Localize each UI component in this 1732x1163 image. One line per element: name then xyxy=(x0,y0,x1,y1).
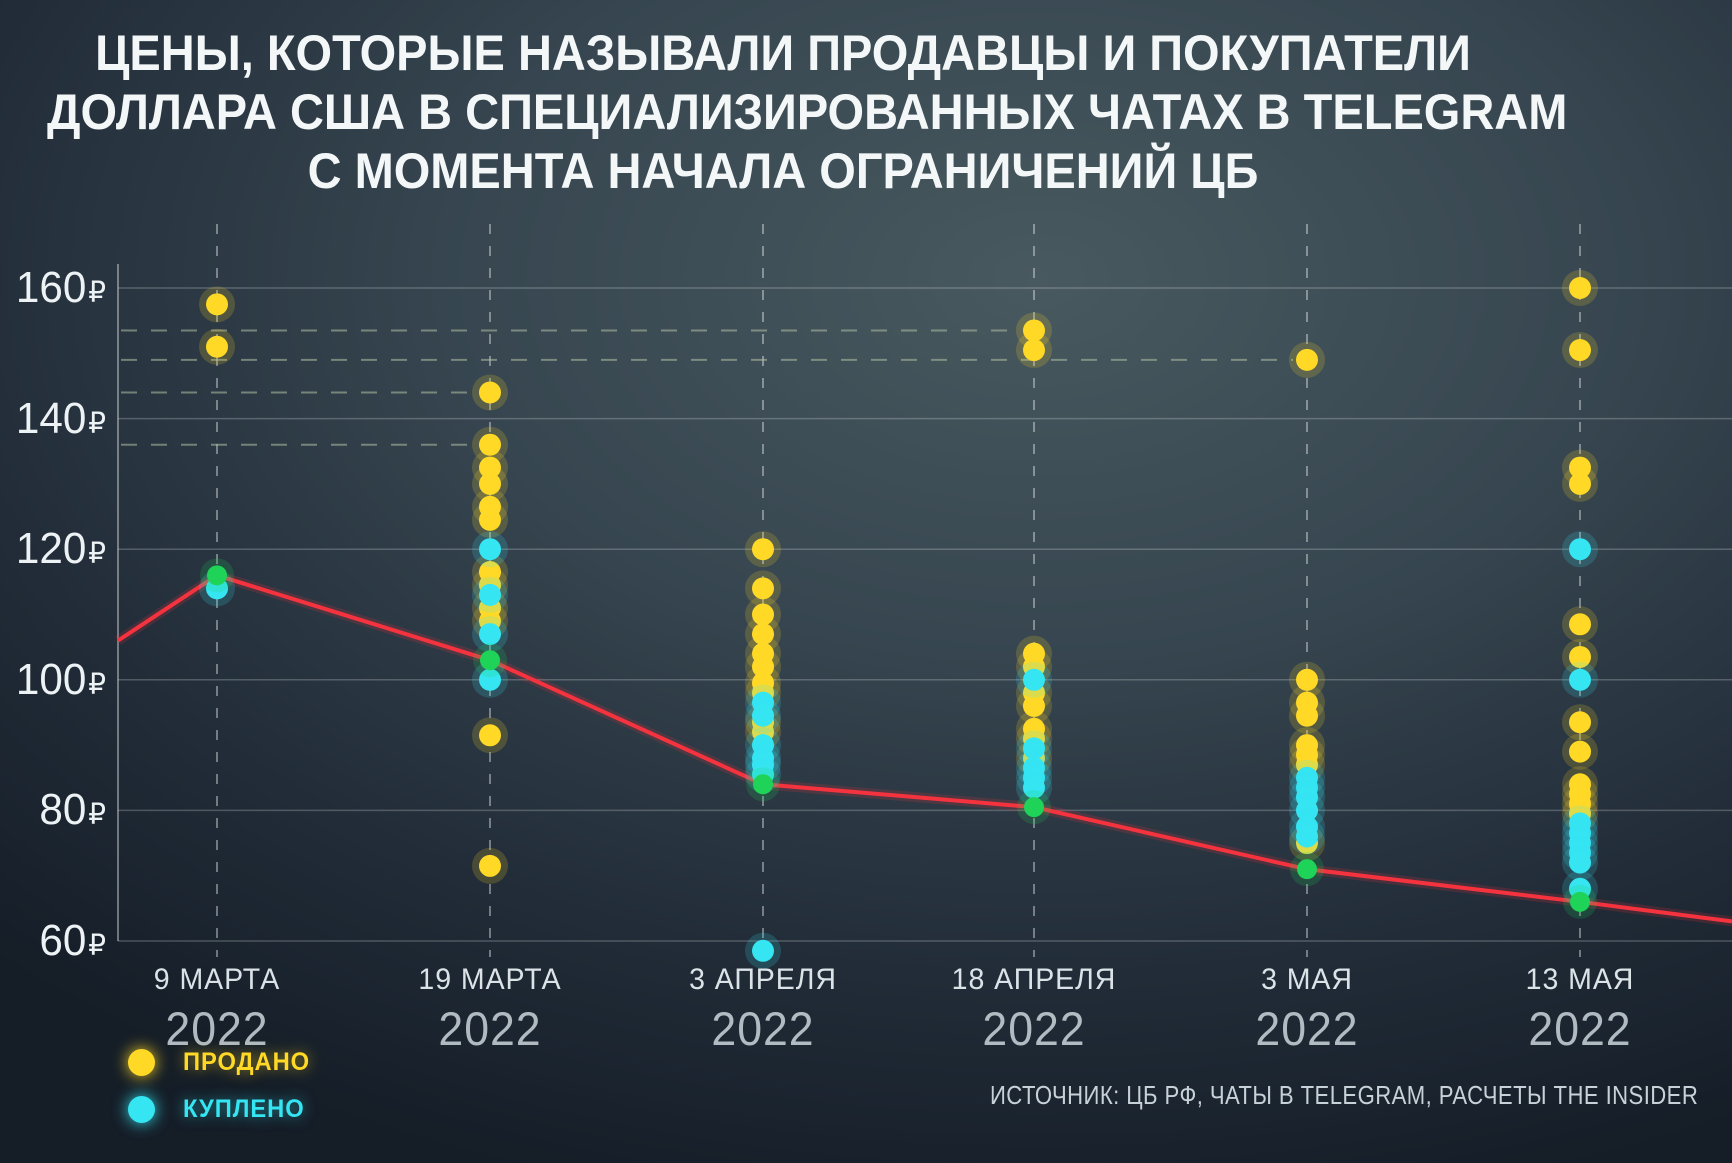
sold-dot xyxy=(1296,704,1318,727)
bought-dot xyxy=(1569,851,1591,874)
title-line-2: ДОЛЛАРА США В СПЕЦИАЛИЗИРОВАННЫХ ЧАТАХ В… xyxy=(46,84,1568,140)
y-tick-label: 100₽ xyxy=(15,654,106,704)
bought-dot xyxy=(479,583,501,606)
bought-dot xyxy=(752,939,774,962)
official-rate-dot xyxy=(480,650,500,671)
sold-dot xyxy=(479,456,501,479)
sold-dot xyxy=(1569,339,1591,362)
official-rate-dot xyxy=(1297,859,1317,880)
x-tick-label: 19 МАРТА 2022 xyxy=(418,963,562,1055)
sold-dot xyxy=(206,335,228,358)
source-note: ИСТОЧНИК: ЦБ РФ, ЧАТЫ В TELEGRAM, РАСЧЕТ… xyxy=(989,1080,1698,1110)
sold-dot xyxy=(1569,277,1591,299)
official-rate-dot xyxy=(1570,891,1590,912)
sold-dot xyxy=(1569,472,1591,495)
official-rate-line xyxy=(116,573,1732,924)
sold-dot xyxy=(752,577,774,600)
x-tick-label: 3 МАЯ 2022 xyxy=(1255,963,1359,1055)
sold-dot xyxy=(1569,613,1591,636)
sold-dot xyxy=(479,433,501,456)
bought-dot xyxy=(1023,668,1045,691)
sold-dot xyxy=(479,508,501,531)
y-tick-label: 160₽ xyxy=(15,263,106,312)
bought-dot xyxy=(1296,825,1318,848)
sold-dot-icon xyxy=(128,1049,155,1076)
x-tick-label: 18 АПРЕЛЯ 2022 xyxy=(951,963,1117,1055)
sold-dot xyxy=(206,293,228,316)
sold-dot xyxy=(1569,645,1591,668)
sold-dot xyxy=(1023,694,1045,717)
x-tick-label: 13 МАЯ 2022 xyxy=(1525,963,1635,1055)
legend-item-bought: КУПЛЕНО xyxy=(128,1095,317,1124)
legend: ПРОДАНО КУПЛЕНО xyxy=(128,1048,317,1142)
legend-item-sold: ПРОДАНО xyxy=(128,1048,317,1077)
sold-dot xyxy=(752,623,774,646)
bought-dot xyxy=(479,538,501,561)
bought-dot xyxy=(1023,737,1045,760)
official-rate-dot xyxy=(207,565,227,586)
bought-dot-icon xyxy=(128,1096,155,1123)
sold-dot xyxy=(752,538,774,561)
y-tick-label: 80₽ xyxy=(39,785,106,835)
y-tick-label: 140₽ xyxy=(15,393,106,443)
sold-dot xyxy=(1023,319,1045,342)
page-title: ЦЕНЫ, КОТОРЫЕ НАЗЫВАЛИ ПРОДАВЦЫ И ПОКУПА… xyxy=(46,24,1568,201)
sold-dot xyxy=(479,724,501,747)
official-rate-dot xyxy=(753,774,773,795)
bought-dot xyxy=(479,668,501,691)
sold-dot xyxy=(1569,711,1591,734)
bought-dot xyxy=(479,623,501,646)
sold-dot xyxy=(479,854,501,877)
bought-dot xyxy=(1023,776,1045,799)
sold-dot xyxy=(1296,348,1318,371)
sold-dot xyxy=(479,381,501,404)
bought-dot xyxy=(1296,799,1318,822)
sold-dot xyxy=(479,472,501,495)
sold-dot xyxy=(1569,456,1591,479)
bought-dot xyxy=(1569,668,1591,691)
title-line-1: ЦЕНЫ, КОТОРЫЕ НАЗЫВАЛИ ПРОДАВЦЫ И ПОКУПА… xyxy=(95,25,1471,81)
legend-bought-label: КУПЛЕНО xyxy=(183,1095,305,1123)
official-rate-line-glow xyxy=(115,569,1732,927)
sold-dot xyxy=(752,603,774,626)
y-tick-label: 120₽ xyxy=(15,524,106,574)
sold-dot xyxy=(752,655,774,678)
legend-sold-label: ПРОДАНО xyxy=(183,1048,311,1076)
sold-dot xyxy=(1023,339,1045,362)
x-tick-label: 9 МАРТА 2022 xyxy=(153,963,281,1055)
x-tick-label: 3 АПРЕЛЯ 2022 xyxy=(689,963,837,1055)
sold-dot xyxy=(1296,668,1318,691)
official-rate-dot xyxy=(1024,797,1044,818)
bought-dot xyxy=(1569,538,1591,561)
bought-dot xyxy=(752,704,774,727)
sold-dot xyxy=(1569,740,1591,763)
title-line-3: С МОМЕНТА НАЧАЛА ОГРАНИЧЕНИЙ ЦБ xyxy=(307,143,1259,199)
y-tick-label: 60₽ xyxy=(39,916,106,965)
